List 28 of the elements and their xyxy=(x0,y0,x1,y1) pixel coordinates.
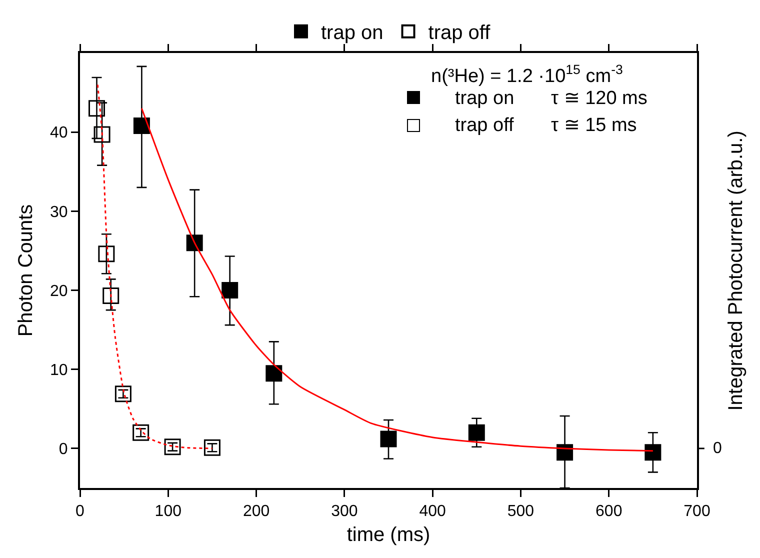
annotation: trap on xyxy=(455,88,514,109)
text: 0 xyxy=(713,440,722,457)
x-tick-label: 400 xyxy=(419,503,446,520)
y-tick-label: 10 xyxy=(50,362,68,379)
legend-label: trap on xyxy=(321,22,384,44)
point xyxy=(380,430,397,448)
x-tick-label: 600 xyxy=(596,503,622,520)
x-axis-title: time (ms) xyxy=(346,524,430,546)
y-tick-label: 40 xyxy=(50,124,68,142)
x-tick-label: 100 xyxy=(154,503,182,520)
y-axis-title: Photon Counts xyxy=(15,204,38,337)
annotation: τ ≅ 15 ms xyxy=(551,115,637,136)
point xyxy=(468,424,485,441)
x-tick-label: 0 xyxy=(76,503,85,520)
x-tick-label: 200 xyxy=(242,503,270,520)
y-tick-label: 20 xyxy=(50,282,68,300)
y-tick-label: 0 xyxy=(58,441,68,458)
point xyxy=(644,444,662,461)
y2-axis-title: Integrated Photocurrent (arb.u.) xyxy=(724,130,747,411)
annotation: trap off xyxy=(455,115,515,136)
x-tick-label: 300 xyxy=(331,503,358,520)
legend-label: trap off xyxy=(428,22,491,44)
y-tick-label: 30 xyxy=(50,204,68,221)
x-tick-label: 700 xyxy=(684,503,710,520)
x-tick-label: 500 xyxy=(507,503,534,520)
annotation: n(³He) = 1.2 ·10$^{15}$ cm$^{-3}$ xyxy=(431,62,623,87)
annotation: τ ≅ 120 ms xyxy=(551,88,648,109)
point xyxy=(164,438,181,456)
